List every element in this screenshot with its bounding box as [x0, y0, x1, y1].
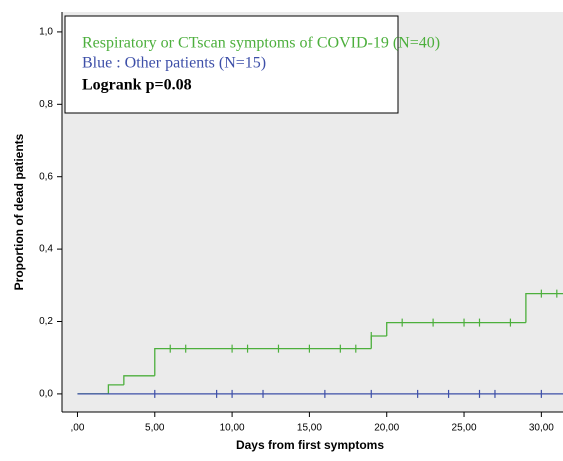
x-tick-label: 10,00	[220, 423, 245, 434]
x-tick-label: 25,00	[452, 423, 477, 434]
y-tick-label: 1,0	[39, 27, 53, 38]
legend-entry: Respiratory or CTscan symptoms of COVID-…	[82, 35, 440, 52]
y-tick-label: 0,8	[39, 99, 53, 110]
x-tick-label: 20,00	[374, 423, 399, 434]
y-tick-label: 0,2	[39, 316, 53, 327]
plot-marks	[77, 289, 563, 398]
x-tick-label: 5,00	[145, 423, 165, 434]
x-tick-label: ,00	[71, 423, 85, 434]
y-tick-label: 0,6	[39, 171, 53, 182]
survival-step	[154, 348, 372, 376]
survival-step	[123, 375, 155, 385]
legend-box	[64, 15, 399, 114]
x-axis-title: Days from first symptoms	[236, 438, 384, 452]
legend-entry: Blue : Other patients (N=15)	[82, 55, 266, 72]
annotation: Logrank p=0.08	[82, 77, 192, 94]
x-tick-label: 15,00	[297, 423, 322, 434]
survival-step	[525, 292, 563, 323]
legend: Respiratory or CTscan symptoms of COVID-…	[64, 15, 440, 114]
y-tick-label: 0,0	[39, 389, 53, 400]
y-tick-label: 0,4	[39, 244, 53, 255]
x-tick-label: 30,00	[529, 423, 554, 434]
y-axis-title: Proportion of dead patients	[12, 133, 26, 290]
survival-step	[107, 384, 124, 394]
